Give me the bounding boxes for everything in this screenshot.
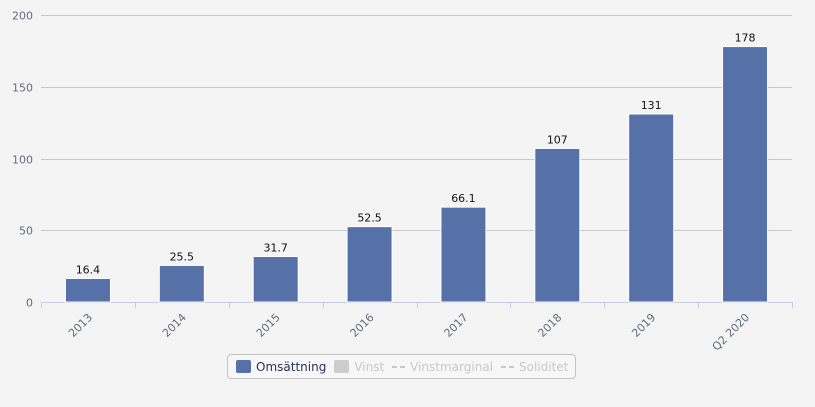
y-tick-label: 0 — [26, 297, 33, 310]
x-tick-label: 2019 — [629, 311, 658, 340]
y-tick-label: 50 — [19, 225, 33, 238]
legend-swatch-icon — [334, 360, 350, 373]
bar-2017[interactable] — [440, 206, 487, 303]
x-tick-label: 2018 — [535, 311, 564, 340]
grid-lines — [41, 15, 793, 308]
legend: Omsättning Vinst Vinstmarginal Soliditet — [227, 354, 577, 379]
legend-label: Vinst — [354, 359, 385, 374]
legend-swatch-icon — [236, 360, 251, 373]
legend-item-soliditet[interactable]: Soliditet — [501, 360, 568, 374]
y-tick-label: 100 — [12, 154, 33, 167]
bar-2013[interactable] — [64, 277, 111, 303]
data-label: 16.4 — [76, 263, 101, 276]
x-tick-label: Q2 2020 — [710, 311, 753, 354]
x-tick-label: 2017 — [442, 311, 471, 340]
bar-2019[interactable] — [628, 113, 675, 303]
bar-2018[interactable] — [534, 147, 581, 303]
legend-item-vinst[interactable]: Vinst — [334, 360, 384, 374]
y-axis-ticks: 0 50 100 150 200 — [12, 10, 33, 310]
x-tick-label: 2014 — [160, 311, 189, 340]
data-label: 52.5 — [357, 212, 382, 225]
bar-q2-2020[interactable] — [722, 46, 769, 303]
data-label: 107 — [547, 133, 568, 146]
x-axis-ticks: 2013 2014 2015 2016 2017 2018 2019 Q2 2020 — [66, 311, 752, 354]
x-tick-label: 2016 — [348, 311, 377, 340]
data-label: 131 — [641, 99, 662, 112]
bar-2014[interactable] — [158, 264, 205, 303]
data-labels: 16.4 25.5 31.7 52.5 66.1 107 131 178 — [76, 32, 756, 277]
legend-item-vinstmarginal[interactable]: Vinstmarginal — [392, 360, 493, 374]
legend-label: Vinstmarginal — [410, 359, 494, 374]
data-label: 178 — [735, 32, 756, 45]
legend-item-omsattning[interactable]: Omsättning — [236, 360, 326, 374]
legend-dash-icon — [501, 365, 515, 368]
bar-2015[interactable] — [252, 256, 299, 303]
y-tick-label: 200 — [12, 10, 33, 23]
legend-label: Omsättning — [256, 359, 327, 374]
data-label: 31.7 — [263, 242, 288, 255]
bar-2016[interactable] — [346, 226, 393, 303]
data-label: 25.5 — [170, 250, 195, 263]
legend-dash-icon — [392, 365, 406, 368]
x-tick-label: 2015 — [254, 311, 283, 340]
data-label: 66.1 — [451, 192, 476, 205]
legend-label: Soliditet — [519, 359, 569, 374]
x-tick-label: 2013 — [66, 311, 95, 340]
bar-series[interactable] — [64, 46, 769, 303]
y-tick-label: 150 — [12, 82, 33, 95]
